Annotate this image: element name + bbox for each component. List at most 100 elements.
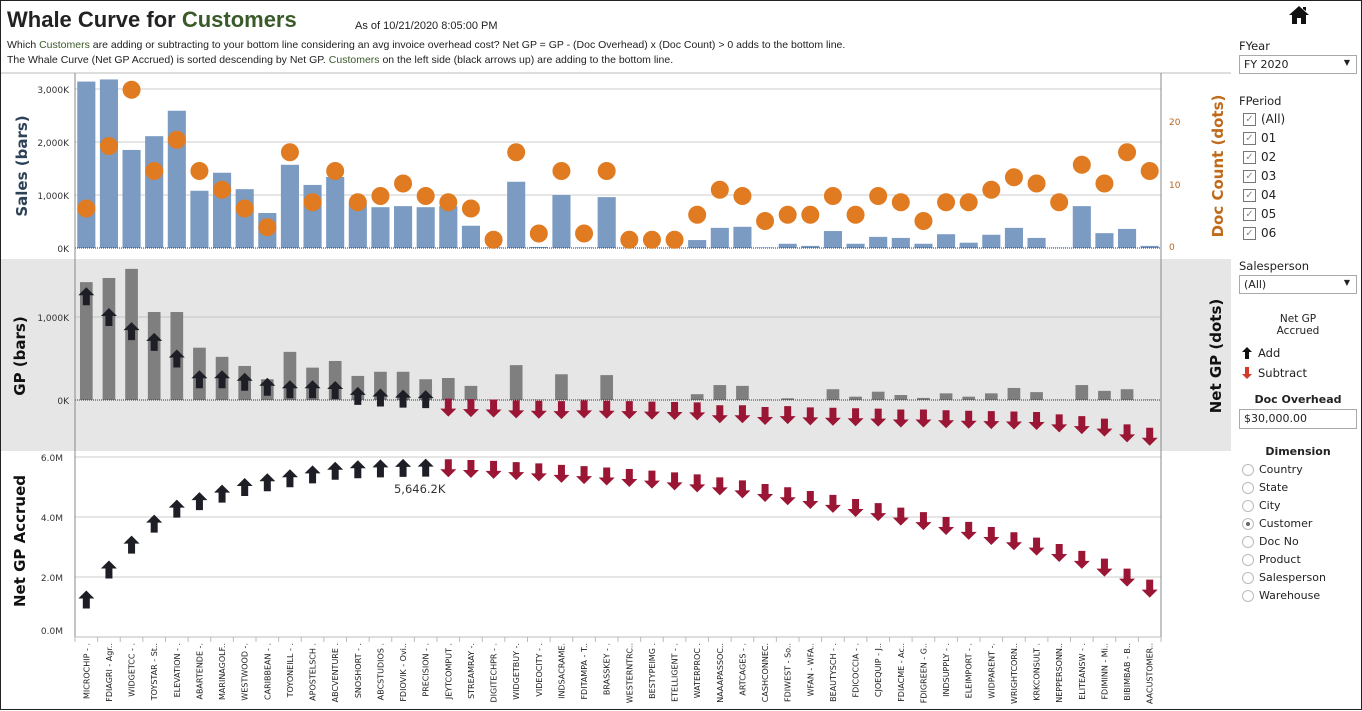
x-tick-label: AACUSTOMER.. — [1146, 643, 1155, 704]
x-tick-label: FDIOVIK - Ovi.. — [399, 643, 408, 702]
accrued-subtract-arrow — [848, 499, 864, 517]
dimension-option-label: Customer — [1259, 517, 1312, 530]
gp-bar — [1030, 392, 1043, 400]
checkbox-checked-icon: ✓ — [1243, 170, 1256, 183]
y2-tick-label: 0 — [1169, 243, 1175, 253]
checkbox-checked-icon: ✓ — [1243, 189, 1256, 202]
fperiod-checkbox[interactable]: ✓05 — [1243, 207, 1276, 221]
radio-icon — [1242, 464, 1254, 476]
dimension-option-label: Doc No — [1259, 535, 1299, 548]
x-tick-label: NEPPERSONN.. — [1055, 643, 1064, 703]
y-tick-label: 0K — [57, 245, 70, 255]
gp-bar — [1008, 388, 1021, 400]
dimension-radio[interactable]: Salesperson — [1242, 571, 1326, 584]
dimension-radio[interactable]: City — [1242, 499, 1281, 512]
dimension-option-label: Product — [1259, 553, 1301, 566]
salesperson-dropdown[interactable]: (All)▼ — [1239, 275, 1357, 294]
x-tick-label: WIDGETBUY -. — [512, 643, 521, 700]
y-tick-label: 0.0M — [41, 627, 63, 637]
y-tick-label: 4.0M — [41, 514, 63, 524]
sales-bar — [100, 79, 118, 248]
sales-bar — [711, 228, 729, 248]
doc-count-dot — [1050, 193, 1068, 211]
doc-count-dot — [1005, 168, 1023, 186]
fyear-label: FYear — [1239, 39, 1270, 53]
accrued-subtract-arrow — [667, 472, 683, 490]
fperiod-option-label: 03 — [1261, 169, 1276, 183]
accrued-subtract-arrow — [1119, 569, 1135, 587]
doc-count-dot — [236, 200, 254, 218]
radio-icon — [1242, 536, 1254, 548]
doc-count-dot — [326, 162, 344, 180]
x-tick-label: ABCVENTURE . — [331, 643, 340, 702]
x-tick-label: SNOSHORT - . — [354, 643, 363, 698]
fperiod-checkbox[interactable]: ✓04 — [1243, 188, 1276, 202]
doc-count-dot — [937, 193, 955, 211]
accrued-add-arrow — [350, 460, 366, 478]
y-tick-label: 6.0M — [41, 454, 63, 464]
doc-count-dot — [100, 137, 118, 155]
accrued-subtract-arrow — [1029, 538, 1045, 556]
y-tick-label: 0K — [57, 397, 70, 407]
sales-bar — [869, 237, 887, 248]
fperiod-option-label: (All) — [1261, 112, 1285, 126]
doc-count-dot — [801, 206, 819, 224]
net-gp-accrued-axis-title: Net GP Accrued — [11, 475, 29, 607]
accrued-add-arrow — [327, 462, 343, 480]
x-tick-label: BIBIMBAB - B.. — [1123, 643, 1132, 701]
x-tick-label: CJOEQUIP - J.. — [874, 643, 883, 697]
fperiod-checkbox[interactable]: ✓01 — [1243, 131, 1276, 145]
x-tick-label: PRECISION - . — [422, 643, 431, 697]
fperiod-checkbox[interactable]: ✓(All) — [1243, 112, 1285, 126]
sales-bar — [1005, 228, 1023, 248]
accrued-subtract-arrow — [734, 480, 750, 498]
accrued-subtract-arrow — [712, 477, 728, 495]
accrued-add-arrow — [214, 485, 230, 503]
fyear-dropdown[interactable]: FY 2020 ▼ — [1239, 55, 1357, 74]
accrued-add-arrow — [78, 591, 94, 609]
radio-icon — [1242, 590, 1254, 602]
dimension-option-label: City — [1259, 499, 1281, 512]
x-tick-label: STREAMRAY -. — [467, 643, 476, 699]
doc-overhead-input[interactable]: $30,000.00 — [1239, 409, 1357, 429]
gp-axis-title: GP (bars) — [11, 316, 29, 395]
net-gp-axis-title: Net GP (dots) — [1207, 299, 1225, 414]
home-icon[interactable] — [1288, 4, 1310, 26]
accrued-subtract-arrow — [689, 474, 705, 492]
sales-bar — [1073, 206, 1091, 248]
radio-icon — [1242, 500, 1254, 512]
dimension-radio[interactable]: Customer — [1242, 517, 1312, 530]
gp-bar — [872, 392, 885, 400]
doc-count-dot — [620, 231, 638, 249]
dropdown-arrow-icon: ▼ — [1344, 58, 1350, 67]
doc-count-dot — [417, 187, 435, 205]
doc-count-dot — [1095, 175, 1113, 193]
radio-icon — [1242, 518, 1254, 530]
dimension-radio[interactable]: Product — [1242, 553, 1301, 566]
accrued-subtract-arrow — [961, 522, 977, 540]
dimension-radio[interactable]: Country — [1242, 463, 1303, 476]
x-tick-label: INDSACRAME. — [557, 643, 566, 699]
doc-count-dot — [824, 187, 842, 205]
dimension-radio[interactable]: Warehouse — [1242, 589, 1320, 602]
sales-bar — [462, 226, 480, 248]
y-tick-label: 2.0M — [41, 574, 63, 584]
fyear-value: FY 2020 — [1244, 58, 1289, 71]
fperiod-checkbox[interactable]: ✓06 — [1243, 226, 1276, 240]
x-tick-label: WIDGETCC - . — [128, 643, 137, 697]
sales-bar — [733, 227, 751, 248]
fperiod-checkbox[interactable]: ✓02 — [1243, 150, 1276, 164]
doc-count-dot — [485, 231, 503, 249]
fperiod-checkbox[interactable]: ✓ 03 — [1243, 169, 1276, 183]
accrued-subtract-arrow — [440, 459, 456, 477]
doc-count-dot — [507, 143, 525, 161]
gp-bar — [103, 278, 116, 400]
x-tick-label: DIGITECHPR - . — [490, 643, 499, 703]
doc-count-dot — [733, 187, 751, 205]
doc-count-dot — [462, 200, 480, 218]
dimension-option-label: State — [1259, 481, 1288, 494]
dimension-radio[interactable]: State — [1242, 481, 1288, 494]
dimension-radio[interactable]: Doc No — [1242, 535, 1299, 548]
checkbox-checked-icon: ✓ — [1243, 227, 1256, 240]
salesperson-label: Salesperson — [1239, 259, 1309, 273]
